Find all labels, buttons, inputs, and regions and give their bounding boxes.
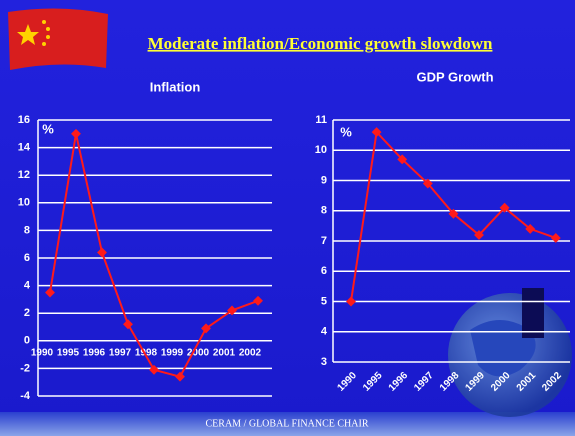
data-point: [346, 296, 356, 307]
data-point: [201, 323, 211, 334]
y-tick-label: 11: [315, 114, 327, 126]
y-tick-label: 12: [18, 169, 30, 181]
data-point: [371, 127, 382, 138]
data-point: [71, 128, 81, 139]
y-tick-label: 0: [24, 335, 30, 347]
y-tick-label: 4: [24, 280, 31, 292]
flag: [8, 8, 108, 71]
data-point: [499, 202, 510, 213]
footer: CERAM / GLOBAL FINANCE CHAIR: [206, 418, 369, 429]
data-point: [422, 178, 433, 189]
x-tick-label: 2000: [187, 348, 210, 359]
y-tick-label: 7: [321, 235, 327, 247]
y-tick-label: -4: [20, 390, 31, 402]
unit-label: %: [42, 121, 54, 136]
x-tick-label: 1995: [57, 348, 80, 359]
data-point: [227, 305, 237, 316]
data-point: [97, 247, 107, 258]
chart-title: GDP Growth: [416, 69, 493, 84]
x-tick-label: 2002: [239, 348, 262, 359]
data-point: [397, 154, 408, 165]
data-point: [149, 364, 159, 375]
data-point: [550, 233, 561, 243]
y-tick-label: 5: [321, 295, 327, 307]
y-tick-label: 6: [24, 252, 30, 264]
y-tick-label: 8: [24, 224, 30, 236]
x-tick-label: 1998: [135, 348, 158, 359]
slide-title: Moderate inflation/Economic growth slowd…: [148, 34, 493, 53]
data-point: [474, 230, 484, 240]
x-tick-label: 1997: [109, 348, 132, 359]
y-tick-label: 3: [321, 356, 327, 368]
y-tick-label: 8: [321, 205, 327, 217]
unit-label: %: [340, 124, 352, 139]
y-tick-label: 4: [321, 326, 328, 338]
y-tick-label: -2: [20, 362, 30, 374]
data-point: [448, 208, 459, 219]
y-tick-label: 6: [321, 265, 327, 277]
y-tick-label: 10: [18, 197, 30, 209]
data-point: [525, 223, 536, 234]
y-tick-label: 14: [18, 142, 31, 154]
y-tick-label: 9: [321, 174, 327, 186]
data-point: [175, 371, 185, 382]
x-tick-label: 1999: [161, 348, 184, 359]
y-tick-label: 16: [18, 114, 30, 126]
x-tick-label: 2001: [213, 348, 236, 359]
x-tick-label: 1996: [83, 348, 106, 359]
x-tick-label: 1990: [31, 348, 54, 359]
chart-title: Inflation: [150, 79, 201, 94]
footer-band: [0, 412, 575, 436]
data-point: [253, 295, 263, 306]
y-tick-label: 10: [315, 144, 327, 156]
y-tick-label: 2: [24, 307, 30, 319]
